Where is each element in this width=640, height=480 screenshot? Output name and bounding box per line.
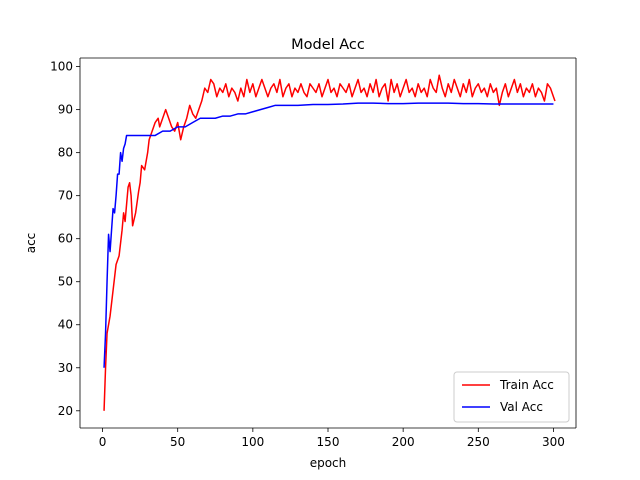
x-tick-label: 50 [170, 435, 185, 449]
x-axis-label: epoch [310, 456, 347, 470]
x-tick-label: 250 [467, 435, 490, 449]
y-axis-label: acc [24, 233, 38, 254]
series-layer [103, 74, 556, 411]
x-tick-label: 200 [392, 435, 415, 449]
x-tick-label: 100 [241, 435, 264, 449]
x-axis: 0 50 100 150 200 250 300 [99, 428, 565, 449]
x-tick-label: 300 [542, 435, 565, 449]
y-tick-label: 80 [58, 146, 73, 160]
y-tick-label: 100 [50, 60, 73, 74]
legend: Train Acc Val Acc [453, 371, 570, 423]
y-tick-label: 20 [58, 404, 73, 418]
series-line-train-acc [103, 74, 556, 411]
y-tick-label: 40 [58, 318, 73, 332]
legend-label-train-acc: Train Acc [499, 378, 554, 392]
y-tick-label: 70 [58, 189, 73, 203]
x-tick-label: 0 [99, 435, 107, 449]
y-tick-label: 30 [58, 361, 73, 375]
legend-label-val-acc: Val Acc [500, 400, 543, 414]
series-line-val-acc [103, 102, 554, 368]
x-tick-label: 150 [317, 435, 340, 449]
y-tick-label: 90 [58, 103, 73, 117]
y-tick-label: 60 [58, 232, 73, 246]
chart-title: Model Acc [291, 37, 365, 53]
y-axis: 20 30 40 50 60 70 80 90 100 [50, 60, 80, 418]
y-tick-label: 50 [58, 275, 73, 289]
